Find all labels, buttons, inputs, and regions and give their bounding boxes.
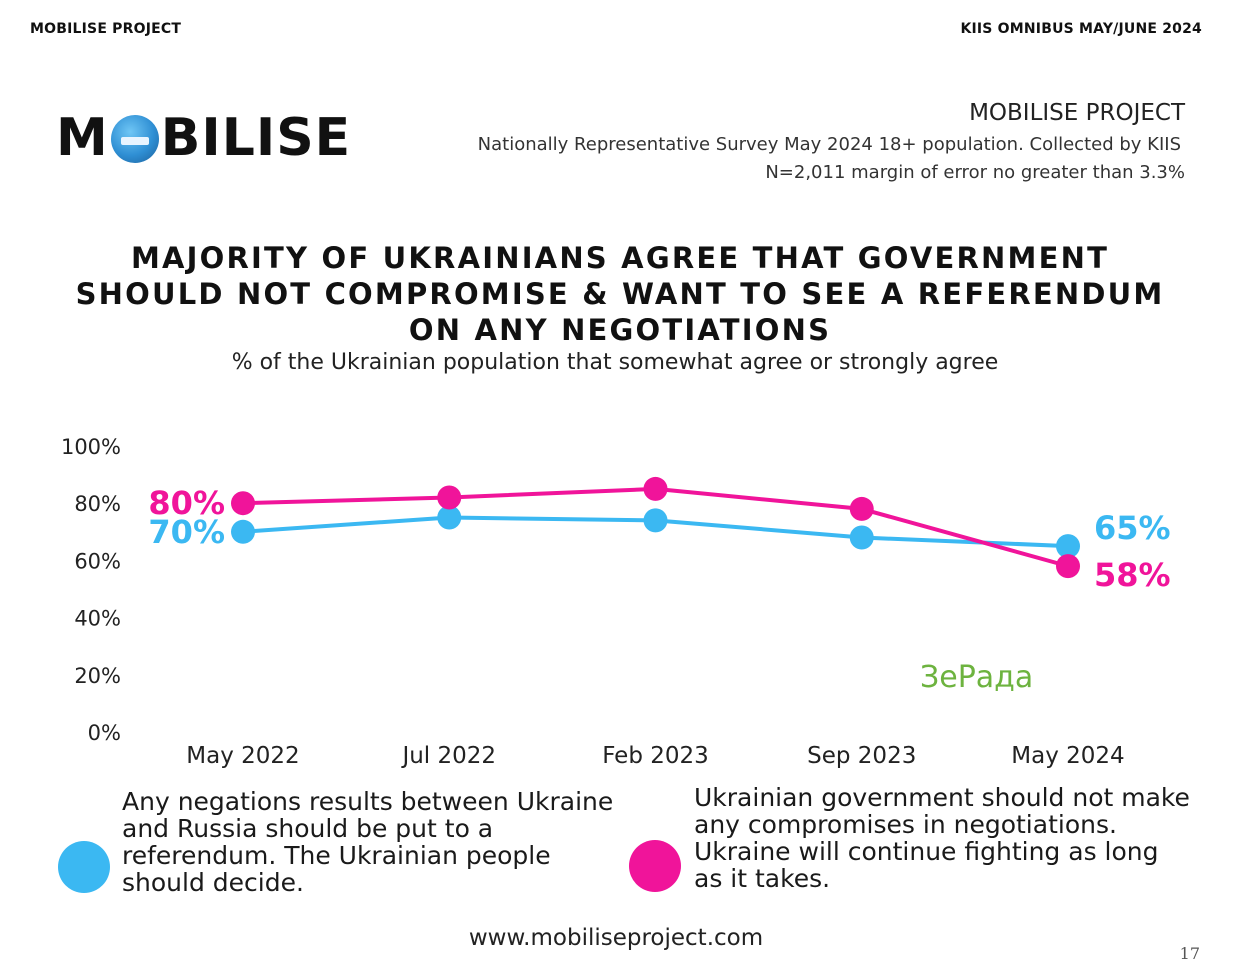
data-label-start-no_compromise: 80% [148,484,225,522]
y-tick-label: 40% [74,607,121,631]
data-label-start-referendum: 70% [148,513,225,551]
legend-label-no-compromise: Ukrainian government should not make any… [694,783,1190,893]
chart-title: MAJORITY OF UKRAINIANS AGREE THAT GOVERN… [75,241,1165,347]
x-tick-label: May 2024 [1011,743,1124,769]
data-point-no_compromise [437,485,462,510]
mobilise-logo: M BILISE [56,110,351,166]
data-point-no_compromise [643,476,668,501]
data-label-end-referendum: 65% [1094,509,1171,547]
x-tick-label: Jul 2022 [400,743,496,769]
y-tick-label: 20% [74,664,121,688]
data-point-no_compromise [1056,554,1080,579]
data-point-no_compromise [849,496,874,521]
survey-description: Nationally Representative Survey May 202… [477,134,1181,155]
data-point-referendum [643,508,668,533]
y-tick-label: 0% [88,721,121,745]
logo-text-start: M [56,108,109,168]
page-number: 17 [1179,944,1200,963]
y-tick-label: 100% [61,435,121,459]
y-tick-label: 60% [74,549,121,573]
footer-url[interactable]: www.mobiliseproject.com [468,925,764,951]
header-right-title: KIIS OMNIBUS MAY/JUNE 2024 [960,21,1202,37]
legend-marker-no-compromise [629,840,681,892]
x-tick-label: Feb 2023 [602,743,709,769]
legend-marker-referendum [58,841,110,893]
header-left-title: MOBILISE PROJECT [30,21,182,37]
project-title: MOBILISE PROJECT [969,100,1185,126]
data-point-referendum [437,505,462,530]
legend-label-referendum: Any negations results between Ukraine an… [122,787,614,897]
logo-text-end: BILISE [160,108,352,168]
data-point-no_compromise [231,491,255,516]
globe-icon [110,115,159,163]
watermark: ЗеРада [920,660,1034,695]
y-tick-label: 80% [74,492,121,516]
data-label-end-no_compromise: 58% [1094,556,1171,594]
data-point-referendum [849,525,874,550]
chart-subtitle: % of the Ukrainian population that somew… [231,350,999,375]
x-tick-label: Sep 2023 [807,743,916,769]
data-point-referendum [1056,534,1080,559]
x-tick-label: May 2022 [186,743,299,769]
data-point-referendum [231,519,255,544]
survey-sample-size: N=2,011 margin of error no greater than … [765,162,1185,183]
